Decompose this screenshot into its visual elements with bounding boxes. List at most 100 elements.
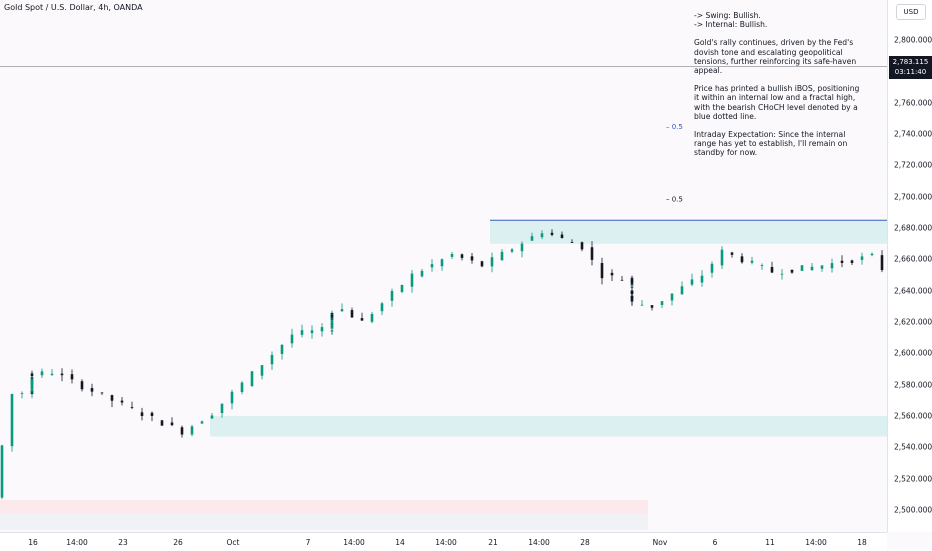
fib-level-label: – 0.5 <box>666 195 683 203</box>
time-tick-label: 14:00 <box>528 538 550 547</box>
candle-body <box>210 415 214 419</box>
candle-body <box>120 400 124 403</box>
candle-body <box>430 264 434 268</box>
candle-body <box>260 365 264 376</box>
zone-box <box>490 220 887 244</box>
candle-body <box>80 381 84 390</box>
time-tick-label: 14:00 <box>805 538 827 547</box>
candle-body <box>800 265 804 271</box>
candle-body <box>650 305 654 308</box>
candle-body <box>190 426 194 435</box>
time-tick-label: 6 <box>712 538 718 547</box>
price-tick-label: 2,680.000 <box>894 223 932 233</box>
candle-body <box>780 273 784 275</box>
candle-body <box>880 255 884 271</box>
candle-body <box>400 284 404 292</box>
candle-body <box>560 234 564 238</box>
candle-body <box>130 407 134 408</box>
candle-body <box>490 257 494 267</box>
event-band <box>0 500 648 514</box>
price-tick-label: 2,660.000 <box>894 254 932 264</box>
time-tick-label: 16 <box>28 538 38 547</box>
candle-body <box>310 330 314 334</box>
time-axis[interactable]: 16 14:00 23 26 Oct 7 14:00 14 14:00 21 14:00 28 Nov 6… <box>0 532 887 551</box>
price-tick-label: 2,600.000 <box>894 348 932 358</box>
price-tick-label: 2,580.000 <box>894 380 932 390</box>
currency-selector[interactable]: USD <box>896 4 926 20</box>
candle-body <box>760 265 764 266</box>
candle-body <box>580 242 584 250</box>
candle-body <box>200 421 204 424</box>
candle-body <box>820 265 824 269</box>
time-tick-label: 21 <box>488 538 498 547</box>
candle-body <box>670 293 674 301</box>
candle-body <box>250 371 254 387</box>
time-tick-label: 28 <box>580 538 590 547</box>
price-tick-label: 2,620.000 <box>894 317 932 327</box>
time-tick-label: 14:00 <box>435 538 457 547</box>
price-axis[interactable]: 2,500.000 2,520.000 2,540.000 2,560.000 2,58… <box>887 0 932 532</box>
candle-body <box>90 388 94 392</box>
annotation-line: -> Internal: Bullish. <box>694 20 768 30</box>
candlestick-plot[interactable]: 44– 0.5– 0.5 <box>0 0 887 532</box>
candle-body <box>470 256 474 261</box>
candle-body <box>790 269 794 273</box>
annotation-paragraph: Intraday Expectation: Since the internal… <box>694 130 848 158</box>
last-price-tag: 2,783.115 03:11:40 <box>889 56 932 79</box>
candle-body <box>180 427 184 435</box>
candle-body <box>680 286 684 295</box>
candle-body <box>290 334 294 344</box>
candle-body <box>440 259 444 267</box>
candle-body <box>630 299 634 302</box>
candle-body <box>520 243 524 252</box>
candle-body <box>150 412 154 416</box>
candle-body <box>50 373 54 376</box>
candle-body <box>410 273 414 287</box>
candle-body <box>230 391 234 404</box>
candle-body <box>140 412 144 416</box>
candle-body <box>710 263 714 273</box>
candle-body <box>360 318 364 321</box>
annotation-text: -> Swing: Bullish. -> Internal: Bullish.… <box>694 11 864 167</box>
candle-body <box>810 266 814 271</box>
candle-body <box>590 247 594 260</box>
candle-body <box>380 303 384 312</box>
candle-body <box>550 232 554 235</box>
candle-body <box>530 236 534 241</box>
candle-body <box>640 304 644 306</box>
candle-body <box>690 279 694 285</box>
candle-body <box>240 382 244 392</box>
candle-body <box>600 263 604 279</box>
candle-body <box>720 249 724 266</box>
candle-body <box>870 253 874 256</box>
zone-box <box>210 416 887 437</box>
candle-body <box>390 291 394 301</box>
candle-body <box>100 392 104 394</box>
candle-body <box>700 275 704 283</box>
candle-body <box>610 272 614 276</box>
candle-body <box>460 254 464 258</box>
price-tick-label: 2,760.000 <box>894 98 932 108</box>
candle-body <box>70 374 74 380</box>
event-band <box>0 514 648 530</box>
candle-body <box>840 260 844 263</box>
candle-body <box>770 266 774 273</box>
time-tick-label: 7 <box>305 538 311 547</box>
candle-body <box>0 445 4 498</box>
price-tick-label: 2,520.000 <box>894 474 932 484</box>
candle-body <box>340 309 344 312</box>
candle-body <box>300 330 304 335</box>
candle-body <box>450 253 454 257</box>
price-tick-label: 2,720.000 <box>894 160 932 170</box>
candle-body <box>480 261 484 267</box>
candle-body <box>270 354 274 365</box>
candle-body <box>20 393 24 395</box>
candle-body <box>40 371 44 376</box>
candle-body <box>750 260 754 263</box>
time-tick-label: 14:00 <box>343 538 365 547</box>
time-tick-label: Nov <box>652 538 668 547</box>
time-tick-label: 26 <box>173 538 183 547</box>
annotation-line: -> Swing: Bullish. <box>694 11 761 20</box>
symbol-title[interactable]: Gold Spot / U.S. Dollar, 4h, OANDA <box>4 3 143 12</box>
